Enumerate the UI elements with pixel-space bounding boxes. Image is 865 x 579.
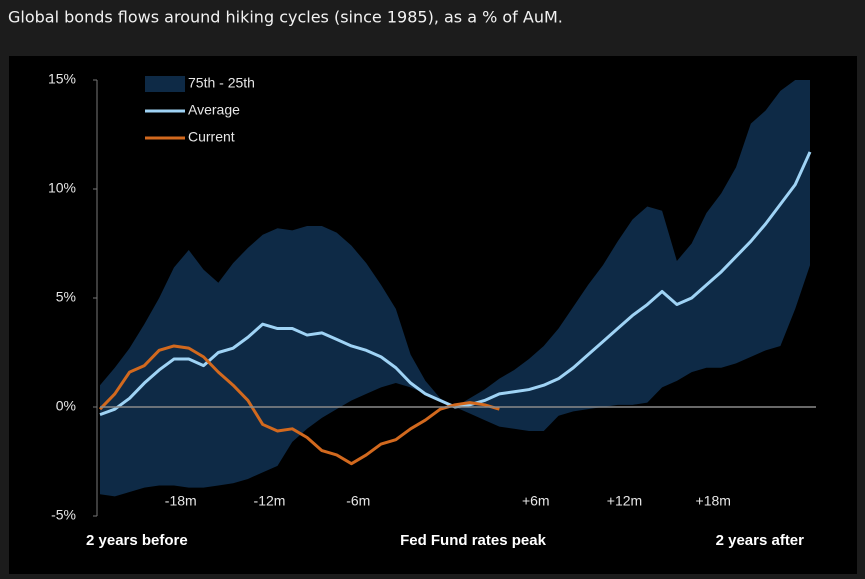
legend-label: Current — [188, 129, 235, 145]
legend-label: Average — [188, 102, 240, 118]
x-axis-label: 2 years after — [716, 532, 805, 549]
x-axis-label: 2 years before — [86, 532, 188, 549]
x-tick-label: -12m — [254, 493, 286, 509]
x-axis-label: Fed Fund rates peak — [400, 532, 547, 549]
y-tick-label: 10% — [48, 180, 76, 196]
y-tick-label: 15% — [48, 71, 76, 87]
x-tick-label: +12m — [607, 493, 642, 509]
x-tick-label: +6m — [522, 493, 550, 509]
legend-swatch — [145, 76, 185, 92]
y-tick-label: 5% — [56, 289, 76, 305]
legend-label: 75th - 25th — [188, 75, 255, 91]
y-tick-label: 0% — [56, 398, 76, 414]
x-tick-label: +18m — [696, 493, 731, 509]
series-line — [98, 344, 500, 466]
y-tick-label: -5% — [51, 507, 76, 523]
range-band — [100, 80, 810, 497]
x-tick-label: -18m — [165, 493, 197, 509]
chart-title: Global bonds flows around hiking cycles … — [8, 8, 563, 27]
x-tick-label: -6m — [346, 493, 370, 509]
